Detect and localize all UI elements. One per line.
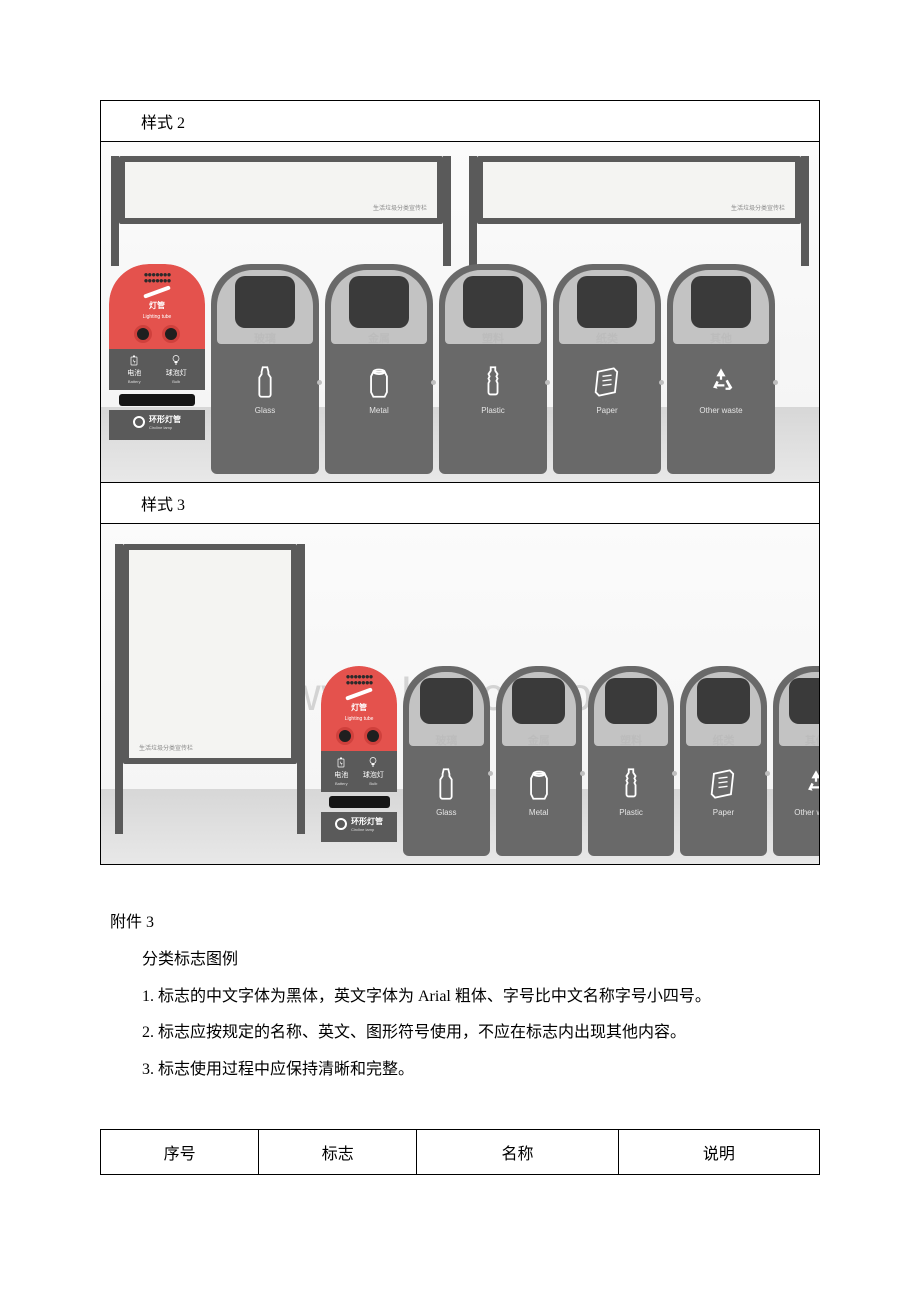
battery-label-en: Battery <box>128 379 141 384</box>
bin-label-en: Paper <box>596 406 617 415</box>
bin-label-en: Plastic <box>619 808 643 817</box>
bin-label-en: Glass <box>255 406 275 415</box>
tube-label-cn: 灯管 <box>149 300 165 311</box>
tube-icon <box>345 687 373 700</box>
legend-header: 名称 <box>417 1129 618 1174</box>
style2-label: 样式 2 <box>101 101 819 142</box>
bin-label-en: Metal <box>529 808 549 817</box>
paper-icon <box>709 767 737 801</box>
tube-label-en: Lighting tube <box>345 716 374 722</box>
waste-bin-paper: 纸类 Paper <box>680 666 766 856</box>
battery-label-cn: 电池 <box>127 368 141 378</box>
bottle-icon <box>432 767 460 801</box>
waste-bin-glass: 玻璃 Glass <box>211 264 319 474</box>
circline-label-cn: 环形灯管 <box>149 414 181 425</box>
bin-label-cn: 纸类 <box>596 330 618 346</box>
style3-figure: www.bdocx.com 生活垃圾分类宣传栏 ●●●●●●●●●●●●●● 灯… <box>101 524 819 864</box>
battery-label-cn: 电池 <box>334 770 348 780</box>
bin-label-en: Metal <box>369 406 389 415</box>
bin-label-cn: 金属 <box>528 732 550 748</box>
pbottle-icon <box>617 767 645 801</box>
tube-label-en: Lighting tube <box>143 314 172 320</box>
tube-label-cn: 灯管 <box>351 702 367 713</box>
bulb-label-en: Bulb <box>172 379 180 384</box>
styles-table: 样式 2 生活垃圾分类宣传栏 生活垃圾分类宣传栏 <box>100 100 820 865</box>
bin-label-en: Plastic <box>481 406 505 415</box>
style2-figure: 生活垃圾分类宣传栏 生活垃圾分类宣传栏 ●●●●●●●●●●●●●● 灯管 <box>101 142 819 483</box>
pbottle-icon <box>479 365 507 399</box>
waste-bin-metal: 金属 Metal <box>325 264 433 474</box>
attachment-title: 附件 3 <box>110 905 820 942</box>
waste-bin-glass: 玻璃 Glass <box>403 666 489 856</box>
circline-label-en: Circline lamp <box>149 425 181 430</box>
waste-bin-metal: 金属 Metal <box>496 666 582 856</box>
legend-header: 说明 <box>618 1129 819 1174</box>
bin-label-en: Paper <box>713 808 734 817</box>
paper-icon <box>593 365 621 399</box>
attachment-subtitle: 分类标志图例 <box>110 942 820 979</box>
circline-label-en: Circline lamp <box>351 827 383 832</box>
bin-label-cn: 金属 <box>368 330 390 346</box>
circline-icon <box>133 416 145 428</box>
circline-label-cn: 环形灯管 <box>351 816 383 827</box>
billboard-caption: 生活垃圾分类宣传栏 <box>139 743 193 752</box>
waste-bin-plastic: 塑料 Plastic <box>588 666 674 856</box>
legend-header: 标志 <box>259 1129 417 1174</box>
bin-label-cn: 玻璃 <box>254 330 276 346</box>
waste-bin-other waste: 其他 Other waste <box>773 666 819 856</box>
bulb-label-en: Bulb <box>369 781 377 786</box>
bin-label-cn: 玻璃 <box>435 732 457 748</box>
bin-label-cn: 纸类 <box>712 732 734 748</box>
recycle-icon <box>802 767 819 801</box>
bulb-icon <box>366 755 380 769</box>
battery-icon <box>127 353 141 367</box>
can-icon <box>525 767 553 801</box>
bulb-label-cn: 球泡灯 <box>166 368 187 378</box>
bin-label-cn: 塑料 <box>620 732 642 748</box>
rule-3: 3. 标志使用过程中应保持清晰和完整。 <box>110 1052 820 1089</box>
bin-label-en: Other waste <box>699 406 742 415</box>
bin-label-en: Other waste <box>794 808 819 817</box>
bin-label-cn: 塑料 <box>482 330 504 346</box>
bottle-icon <box>251 365 279 399</box>
bin-label-cn: 其他 <box>710 330 732 346</box>
style3-label: 样式 3 <box>101 483 819 524</box>
bulb-label-cn: 球泡灯 <box>363 770 384 780</box>
bin-label-en: Glass <box>436 808 456 817</box>
hazardous-bin: ●●●●●●●●●●●●●● 灯管 Lighting tube 电池 Batte… <box>321 666 397 856</box>
waste-bin-other waste: 其他 Other waste <box>667 264 775 474</box>
recycle-icon <box>707 365 735 399</box>
billboard-caption: 生活垃圾分类宣传栏 <box>731 203 785 212</box>
attachment-section: 附件 3 分类标志图例 1. 标志的中文字体为黑体，英文字体为 Arial 粗体… <box>100 905 820 1089</box>
legend-table: 序号标志名称说明 <box>100 1129 820 1175</box>
can-icon <box>365 365 393 399</box>
waste-bin-plastic: 塑料 Plastic <box>439 264 547 474</box>
waste-bin-paper: 纸类 Paper <box>553 264 661 474</box>
rule-1: 1. 标志的中文字体为黑体，英文字体为 Arial 粗体、字号比中文名称字号小四… <box>110 979 820 1016</box>
hazardous-bin: ●●●●●●●●●●●●●● 灯管 Lighting tube 电池 Batte… <box>109 264 205 474</box>
circline-icon <box>335 818 347 830</box>
rule-2: 2. 标志应按规定的名称、英文、图形符号使用，不应在标志内出现其他内容。 <box>110 1015 820 1052</box>
billboard-caption: 生活垃圾分类宣传栏 <box>373 203 427 212</box>
legend-header: 序号 <box>101 1129 259 1174</box>
tube-icon <box>143 285 171 298</box>
bulb-icon <box>169 353 183 367</box>
battery-label-en: Battery <box>335 781 348 786</box>
battery-icon <box>334 755 348 769</box>
bin-label-cn: 其他 <box>805 732 819 748</box>
